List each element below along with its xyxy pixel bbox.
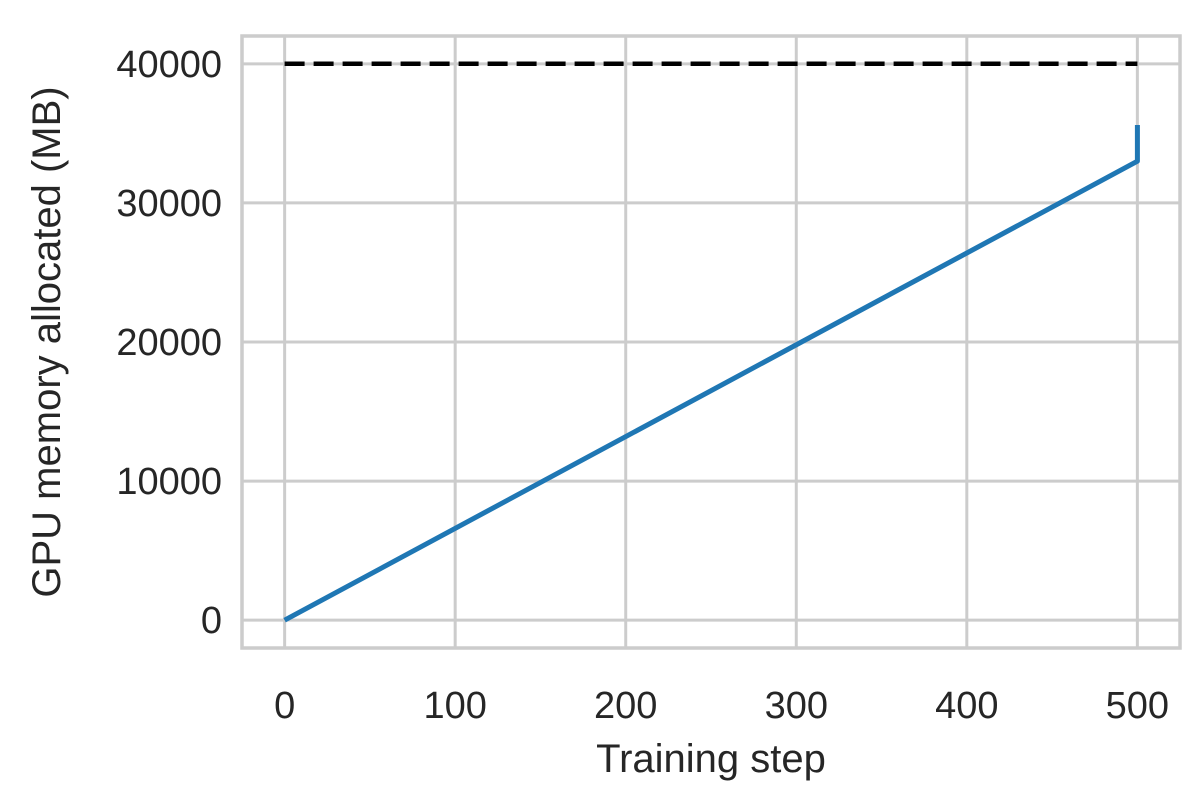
- series-layer: [283, 61, 1140, 623]
- x-tick-label: 400: [935, 685, 998, 727]
- memory-usage-line: [283, 125, 1140, 623]
- y-tick-label: 0: [201, 600, 222, 642]
- tick-labels: 0 100 200 300 400 500 0 10000 20000 30000 40000: [116, 44, 1169, 727]
- y-axis-label: GPU memory allocated (MB): [25, 86, 69, 597]
- y-tick-label: 30000: [116, 183, 222, 225]
- x-axis-label: Training step: [596, 737, 826, 781]
- plot-frame: [240, 34, 1182, 650]
- y-tick-label: 40000: [116, 44, 222, 86]
- y-tick-label: 10000: [116, 461, 222, 503]
- x-tick-label: 200: [594, 685, 657, 727]
- x-tick-label: 0: [274, 685, 295, 727]
- y-tick-label: 20000: [116, 322, 222, 364]
- x-tick-label: 500: [1106, 685, 1169, 727]
- grid-lines: [242, 36, 1180, 648]
- x-tick-label: 100: [423, 685, 486, 727]
- x-tick-label: 300: [765, 685, 828, 727]
